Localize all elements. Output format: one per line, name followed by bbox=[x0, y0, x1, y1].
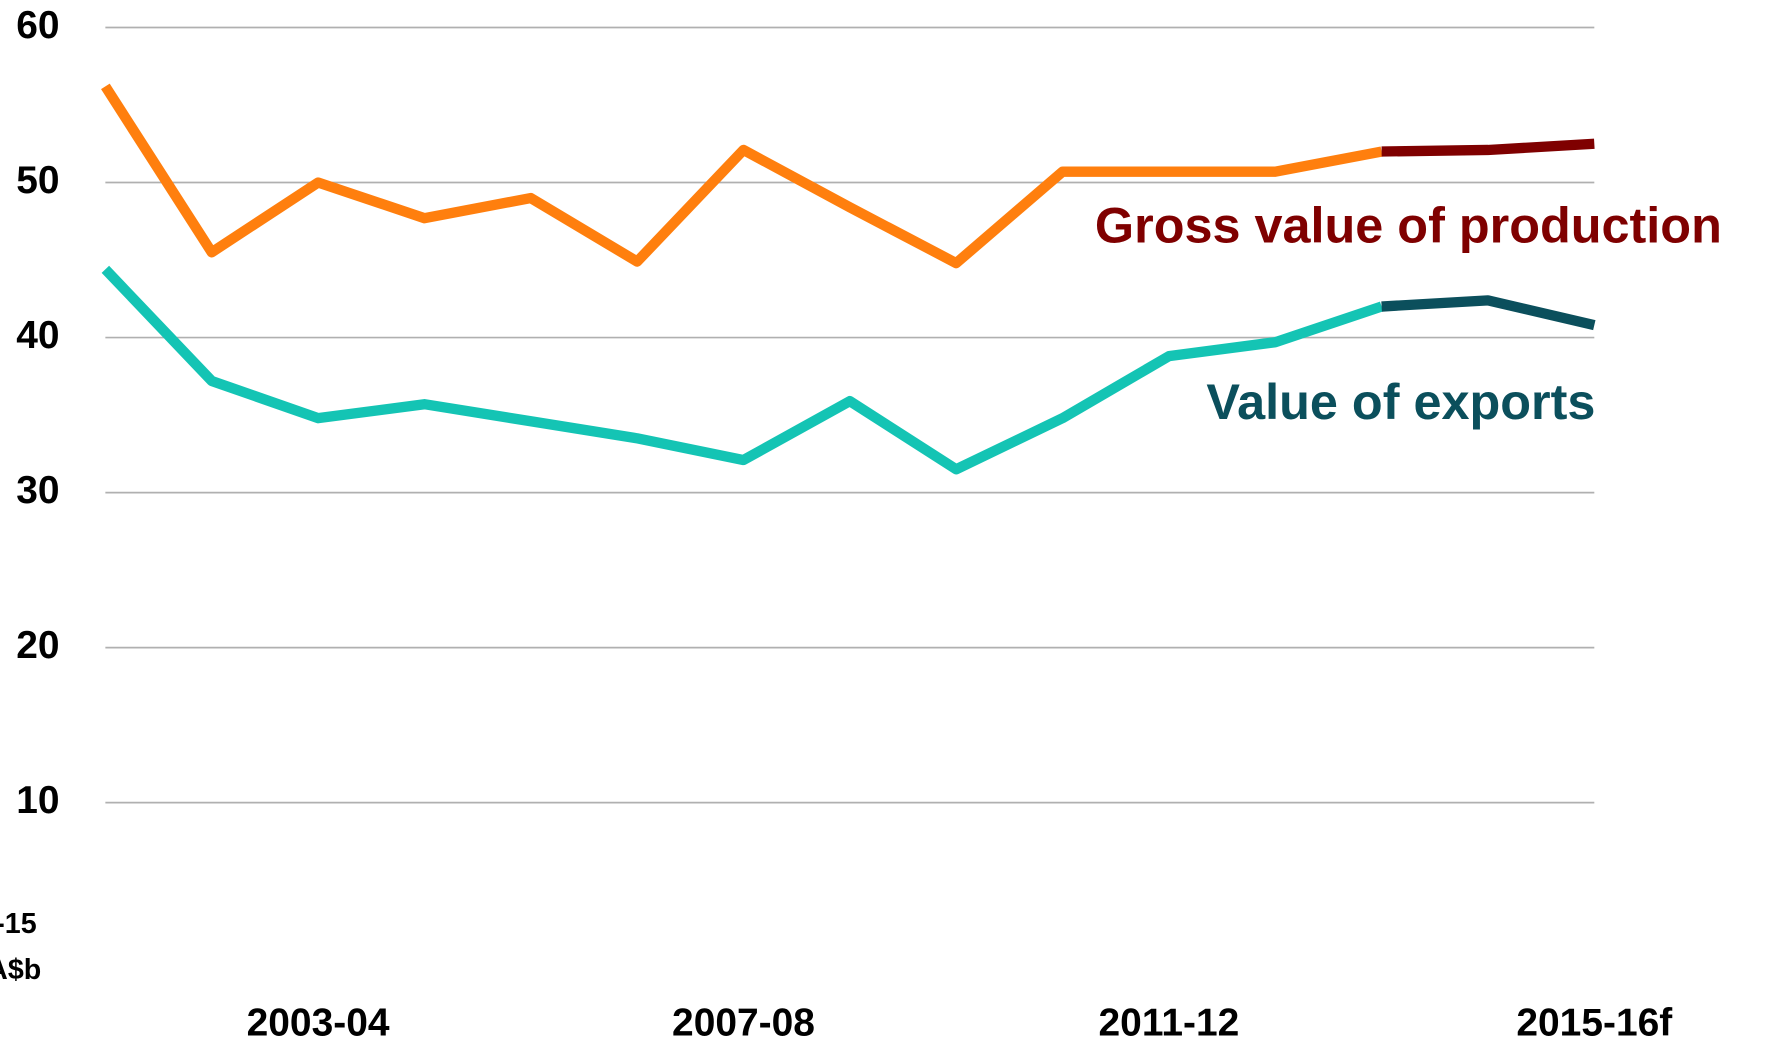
series-line bbox=[101, 265, 1384, 475]
y-tick-label: 20 bbox=[16, 624, 59, 667]
series-line bbox=[101, 83, 1383, 269]
y-tick-label: 30 bbox=[16, 469, 59, 512]
forecast-line bbox=[1381, 138, 1595, 157]
series-label: Gross value of production bbox=[1095, 196, 1722, 253]
x-tick-label: 2015-16f bbox=[1516, 1002, 1673, 1039]
y-axis-label: A$b bbox=[0, 954, 41, 986]
series-label: Value of exports bbox=[1206, 373, 1595, 430]
y-tick-label: 40 bbox=[16, 314, 59, 357]
y-tick-label: 10 bbox=[16, 779, 59, 822]
x-tick-label: 2003-04 bbox=[247, 1002, 390, 1039]
y-tick-label: 60 bbox=[16, 4, 59, 47]
x-tick-label: 2007-08 bbox=[672, 1002, 815, 1039]
y-axis-label: 2014-15 bbox=[0, 908, 37, 940]
forecast-line bbox=[1381, 295, 1596, 331]
x-tick-label: 2011-12 bbox=[1099, 1002, 1240, 1039]
y-tick-label: 50 bbox=[16, 159, 59, 202]
